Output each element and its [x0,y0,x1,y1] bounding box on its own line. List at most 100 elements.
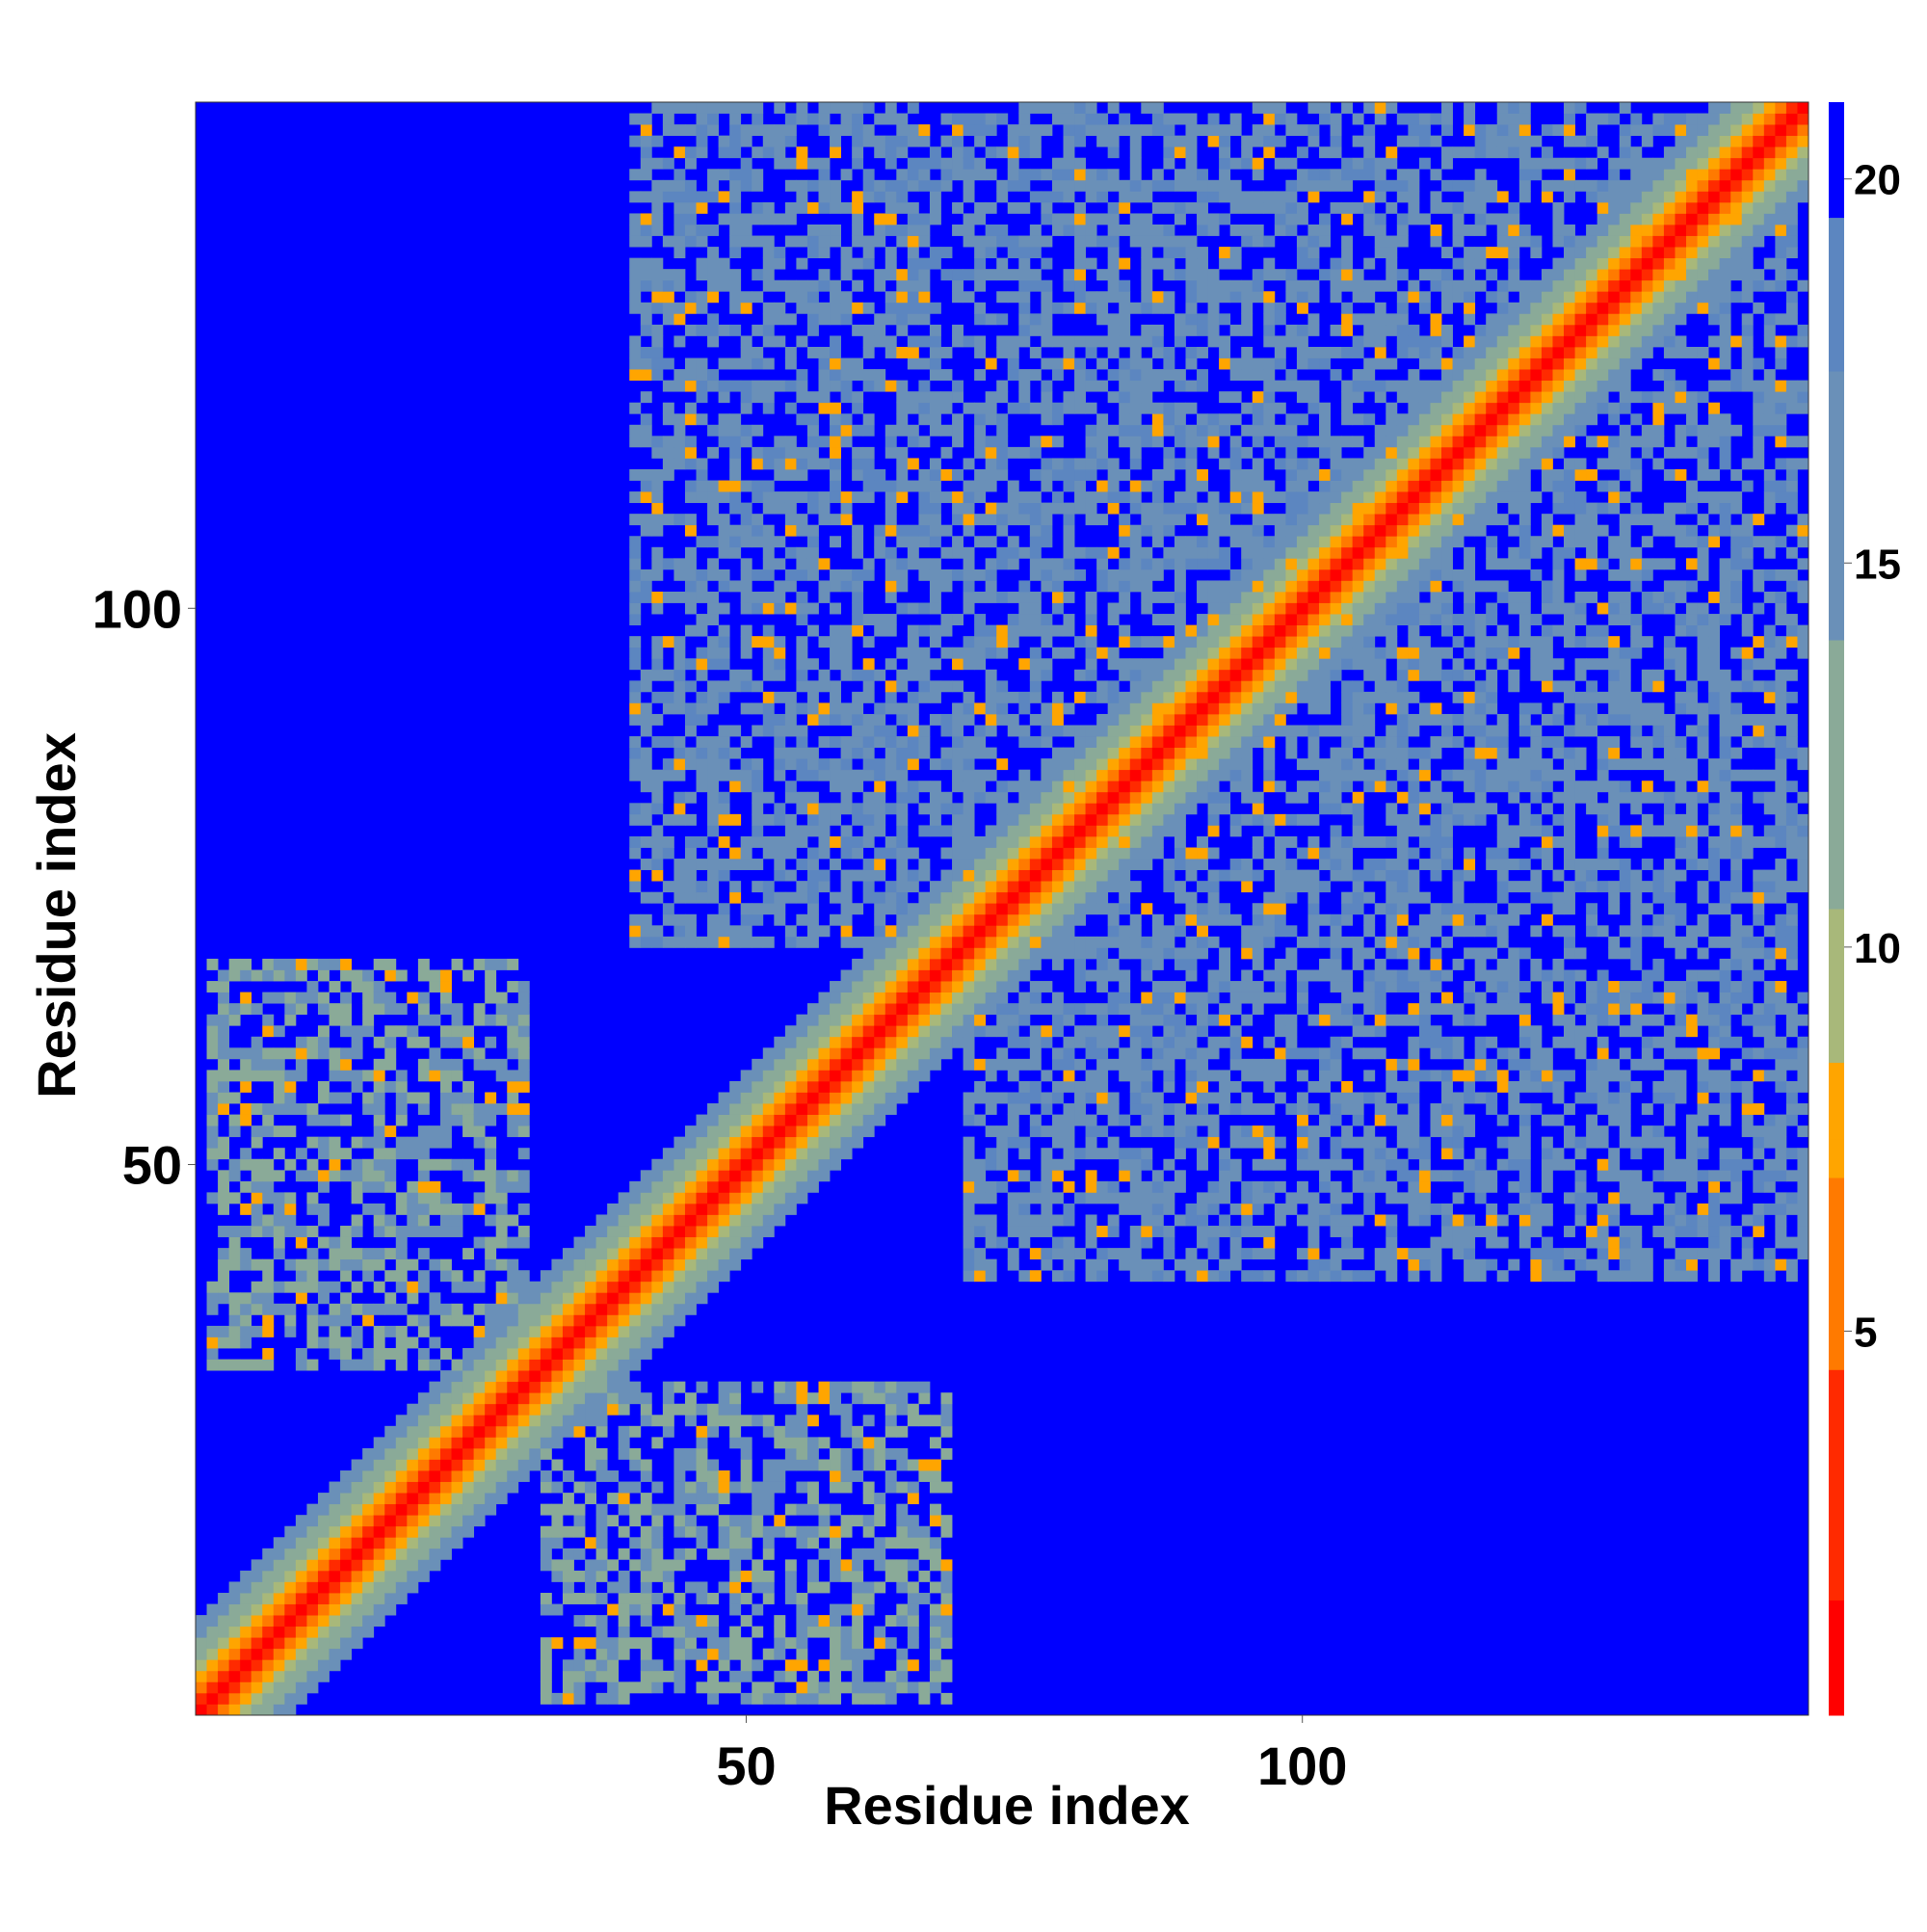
heatmap-cell [240,1692,252,1705]
heatmap-cell [862,247,875,259]
heatmap-cell [417,1515,430,1527]
heatmap-cell [1074,291,1086,304]
heatmap-cell [407,1403,419,1416]
heatmap-cell [1107,1136,1120,1149]
heatmap-cell [762,1692,775,1705]
heatmap-cell [651,291,664,304]
heatmap-cell [852,1559,864,1572]
heatmap-cell [417,1148,430,1160]
heatmap-cell [1119,357,1131,370]
heatmap-cell [806,1058,819,1071]
heatmap-cell [439,1103,452,1115]
heatmap-cell [896,1459,909,1471]
heatmap-cell [306,1525,319,1538]
heatmap-cell [351,1559,363,1572]
heatmap-cell [752,791,764,804]
heatmap-cell [1096,514,1109,526]
heatmap-cell [830,769,841,781]
heatmap-cell [707,1425,719,1438]
heatmap-cell [707,1626,719,1638]
heatmap-cell [651,936,664,948]
heatmap-cell [774,758,786,771]
heatmap-cell [907,1593,919,1604]
heatmap-cell [329,1581,341,1594]
heatmap-cell [1063,124,1075,137]
heatmap-cell [696,1447,708,1460]
heatmap-cell [1051,859,1064,870]
heatmap-cell [1141,591,1153,603]
heatmap-cell [485,1337,497,1349]
heatmap-cell [1018,1203,1031,1215]
heatmap-cell [707,1158,719,1171]
heatmap-cell [696,291,708,304]
heatmap-cell [1129,847,1142,860]
heatmap-cell [1041,803,1053,815]
heatmap-cell [884,614,897,625]
heatmap-cell [707,1214,719,1227]
heatmap-cell [796,491,808,504]
heatmap-cell [651,781,664,793]
heatmap-cell [439,1503,452,1516]
heatmap-cell [218,1292,230,1305]
heatmap-cell [673,636,686,648]
heatmap-cell [384,1459,397,1471]
heatmap-cell [896,424,909,437]
heatmap-cell [629,647,642,659]
heatmap-cell [551,1692,564,1705]
heatmap-cell [784,1136,797,1149]
heatmap-cell [974,335,987,348]
heatmap-cell [384,1214,397,1227]
heatmap-cell [607,1648,620,1660]
heatmap-cell [673,1637,686,1650]
heatmap-cell [784,580,797,593]
heatmap-cell [796,913,808,926]
heatmap-cell [295,1615,307,1628]
heatmap-cell [495,1381,508,1393]
heatmap-cell [640,1415,652,1427]
heatmap-cell [218,1070,230,1082]
heatmap-cell [629,514,642,526]
heatmap-cell [1063,758,1075,771]
heatmap-cell [684,179,697,192]
heatmap-cell [740,1637,752,1650]
heatmap-cell [240,1314,252,1327]
heatmap-cell [707,169,719,181]
heatmap-cell [896,279,909,292]
heatmap-cell [718,135,730,147]
heatmap-cell [1141,1014,1153,1026]
heatmap-cell [1018,624,1031,637]
heatmap-cell [874,1459,886,1471]
heatmap-cell [852,669,864,681]
heatmap-cell [351,1136,363,1149]
heatmap-cell [362,1515,375,1527]
heatmap-cell [462,1125,475,1138]
heatmap-cell [896,480,909,492]
heatmap-cell [796,1047,808,1060]
heatmap-cell [273,958,285,970]
heatmap-cell [907,969,919,982]
heatmap-cell [673,446,686,459]
heatmap-cell [417,1392,430,1405]
heatmap-cell [696,1281,708,1293]
heatmap-cell [373,1148,385,1160]
heatmap-cell [929,658,941,671]
heatmap-cell [1085,224,1097,236]
heatmap-cell [974,1248,987,1260]
heatmap-cell [862,1381,875,1393]
heatmap-cell [918,859,931,870]
heatmap-cell [718,869,730,882]
heatmap-cell [707,380,719,392]
heatmap-cell [830,468,841,481]
heatmap-cell [651,213,664,225]
heatmap-cell [662,1248,674,1260]
heatmap-cell [1085,591,1097,603]
heatmap-cell [1074,803,1086,815]
heatmap-cell [1007,1103,1019,1115]
heatmap-cell [918,235,931,248]
heatmap-cell [1141,1058,1153,1071]
heatmap-cell [996,981,1009,992]
heatmap-cell [517,1014,530,1026]
heatmap-cell [752,1493,764,1505]
heatmap-cell [874,992,886,1004]
heatmap-cell [762,124,775,137]
